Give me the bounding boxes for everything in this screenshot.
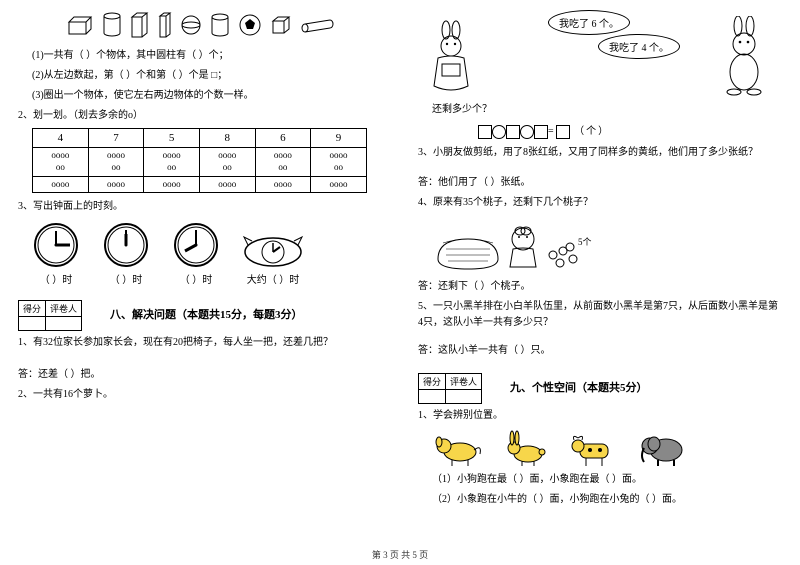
table-cell: oooooo (88, 148, 144, 176)
clock-1: （ ）时 (32, 221, 80, 286)
table-header: 7 (88, 129, 144, 148)
rabbit-left-icon (428, 20, 482, 96)
cylinder2-icon (210, 13, 230, 37)
cuboid-thin-icon (158, 11, 172, 39)
table-cell: oooo (255, 176, 311, 193)
operation-row: = （个） (478, 122, 782, 139)
cube-icon (270, 14, 292, 36)
score-box: 得分评卷人 (18, 300, 82, 331)
table-cell: oooooo (311, 148, 367, 176)
score-header: 评卷人 (46, 301, 82, 317)
q3-ans: 答：他们用了（ ）张纸。 (418, 175, 782, 191)
table-cell: oooo (311, 176, 367, 193)
cuboid-icon (66, 12, 94, 38)
cuboid-tall-icon (130, 11, 150, 39)
table-cell: oooooo (144, 148, 200, 176)
table-cell: oooo (199, 176, 255, 193)
soccer-icon (238, 13, 262, 37)
peach-count-label: 5个 (578, 237, 592, 247)
score-cell (46, 317, 82, 331)
table-header: 4 (33, 129, 89, 148)
q8-1: 1、有32位家长参加家长会，现在有20把椅子，每人坐一把，还差几把？ (18, 335, 382, 351)
table-cell: oooo (144, 176, 200, 193)
q2-title: 2、划一划。（划去多余的o） (18, 108, 382, 124)
q4-ans: 答：还剩下（ ）个桃子。 (418, 279, 782, 295)
dog-icon (432, 430, 482, 468)
table-header: 8 (199, 129, 255, 148)
section-9-title: 九、个性空间（本题共5分） (510, 379, 648, 395)
q8-2: 2、一共有16个萝卜。 (18, 387, 382, 403)
clock-label: （ ）时 (172, 271, 220, 286)
speech-bubble-1: 我吃了 6 个。 (548, 10, 630, 35)
cross-out-table: 4 7 5 8 6 9 oooooo oooooo oooooo oooooo … (32, 128, 367, 193)
q1-1: (1)一共有（ ）个物体，其中圆柱有（ ）个； (18, 48, 382, 64)
elephant-icon (636, 430, 686, 468)
score-cell (19, 317, 46, 331)
score-header: 评卷人 (446, 373, 482, 389)
table-cell: oooooo (33, 148, 89, 176)
peach-scene: 5个 (418, 215, 782, 275)
rabbit-right-icon (718, 16, 772, 96)
q9-1: 1、学会辨别位置。 (418, 408, 782, 424)
section-8-title: 八、解决问题（本题共15分，每题3分） (110, 306, 303, 322)
clock-2: （ ）时 (102, 221, 150, 286)
q5-ans: 答：这队小羊一共有（ ）只。 (418, 343, 782, 359)
shape-row (18, 8, 382, 42)
q1-3: (3)圈出一个物体，使它左右两边物体的个数一样。 (18, 88, 382, 104)
score-box: 得分评卷人 (418, 373, 482, 404)
op-unit: （个） (574, 126, 610, 137)
animal-row (432, 430, 782, 468)
clock-4: 大约（ ）时 (242, 227, 304, 286)
score-header: 得分 (419, 373, 446, 389)
q1-2: (2)从左边数起，第（ ）个和第（ ）个是 □； (18, 68, 382, 84)
table-header: 9 (311, 129, 367, 148)
remain-question: 还剩多少个？ (418, 102, 782, 118)
cow-icon (568, 430, 618, 468)
q8-1-ans: 答：还差（ ）把。 (18, 367, 382, 383)
score-header: 得分 (19, 301, 46, 317)
q9-1-1: （1）小狗跑在最（ ）面，小象跑在最（ ）面。 (418, 472, 782, 488)
cylinder-icon (102, 11, 122, 39)
rabbit-icon (500, 430, 550, 468)
q5: 5、一只小黑羊排在小白羊队伍里，从前面数小黑羊是第7只，从后面数小黑羊是第4只，… (418, 299, 782, 331)
table-cell: oooo (33, 176, 89, 193)
table-header: 5 (144, 129, 200, 148)
score-cell (419, 389, 446, 403)
table-cell: oooooo (199, 148, 255, 176)
rabbit-scene: 我吃了 6 个。 我吃了 4 个。 (418, 8, 782, 98)
rod-icon (300, 17, 334, 33)
clock-label: （ ）时 (102, 271, 150, 286)
clock-3: （ ）时 (172, 221, 220, 286)
speech-bubble-2: 我吃了 4 个。 (598, 34, 680, 59)
q3-title: 3、写出钟面上的时刻。 (18, 199, 382, 215)
sphere-icon (180, 14, 202, 36)
q9-1-2: （2）小象跑在小牛的（ ）面，小狗跑在小兔的（ ）面。 (418, 492, 782, 508)
clock-label: （ ）时 (32, 271, 80, 286)
table-cell: oooo (88, 176, 144, 193)
score-cell (446, 389, 482, 403)
q4: 4、原来有35个桃子，还剩下几个桃子？ (418, 195, 782, 211)
q3: 3、小朋友做剪纸，用了8张红纸，又用了同样多的黄纸，他们用了多少张纸？ (418, 145, 782, 161)
table-header: 6 (255, 129, 311, 148)
page-footer: 第 3 页 共 5 页 (0, 548, 800, 561)
clock-label-about: 大约（ ）时 (242, 271, 304, 286)
table-cell: oooooo (255, 148, 311, 176)
